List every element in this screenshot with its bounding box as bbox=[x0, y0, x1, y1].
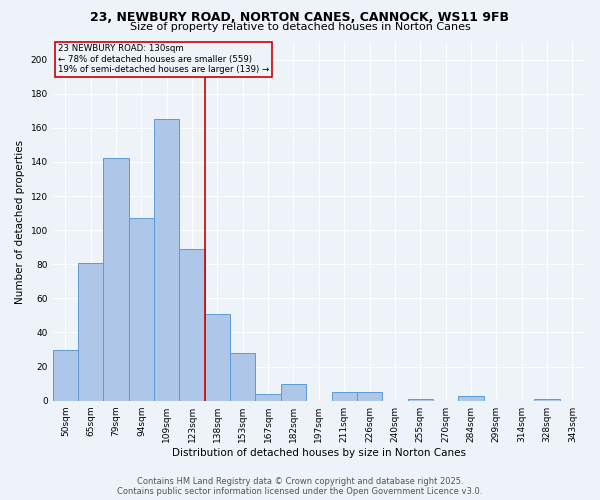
Bar bbox=[357, 392, 382, 400]
Bar bbox=[53, 350, 78, 401]
X-axis label: Distribution of detached houses by size in Norton Canes: Distribution of detached houses by size … bbox=[172, 448, 466, 458]
Bar bbox=[230, 353, 256, 401]
Bar bbox=[78, 262, 103, 400]
Text: 23 NEWBURY ROAD: 130sqm
← 78% of detached houses are smaller (559)
19% of semi-d: 23 NEWBURY ROAD: 130sqm ← 78% of detache… bbox=[58, 44, 269, 74]
Bar bbox=[179, 249, 205, 400]
Bar bbox=[129, 218, 154, 400]
Bar bbox=[458, 396, 484, 400]
Bar bbox=[332, 392, 357, 400]
Bar bbox=[281, 384, 306, 400]
Bar bbox=[205, 314, 230, 400]
Bar bbox=[256, 394, 281, 400]
Y-axis label: Number of detached properties: Number of detached properties bbox=[15, 140, 25, 304]
Bar bbox=[535, 399, 560, 400]
Bar bbox=[154, 120, 179, 400]
Bar bbox=[407, 399, 433, 400]
Text: 23, NEWBURY ROAD, NORTON CANES, CANNOCK, WS11 9FB: 23, NEWBURY ROAD, NORTON CANES, CANNOCK,… bbox=[91, 11, 509, 24]
Text: Contains HM Land Registry data © Crown copyright and database right 2025.
Contai: Contains HM Land Registry data © Crown c… bbox=[118, 476, 482, 496]
Bar bbox=[103, 158, 129, 400]
Text: Size of property relative to detached houses in Norton Canes: Size of property relative to detached ho… bbox=[130, 22, 470, 32]
